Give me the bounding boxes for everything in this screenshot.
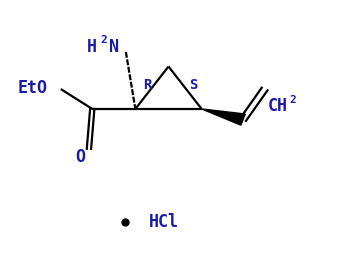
Text: 2: 2 [289,95,296,105]
Text: 2: 2 [100,35,106,45]
Text: R: R [143,78,151,92]
Text: N: N [109,38,119,56]
Text: HCl: HCl [149,213,179,231]
Polygon shape [202,109,245,125]
Text: S: S [189,78,197,92]
Text: EtO: EtO [18,79,48,97]
Text: O: O [76,148,86,166]
Text: CH: CH [268,97,288,115]
Text: H: H [87,38,97,56]
